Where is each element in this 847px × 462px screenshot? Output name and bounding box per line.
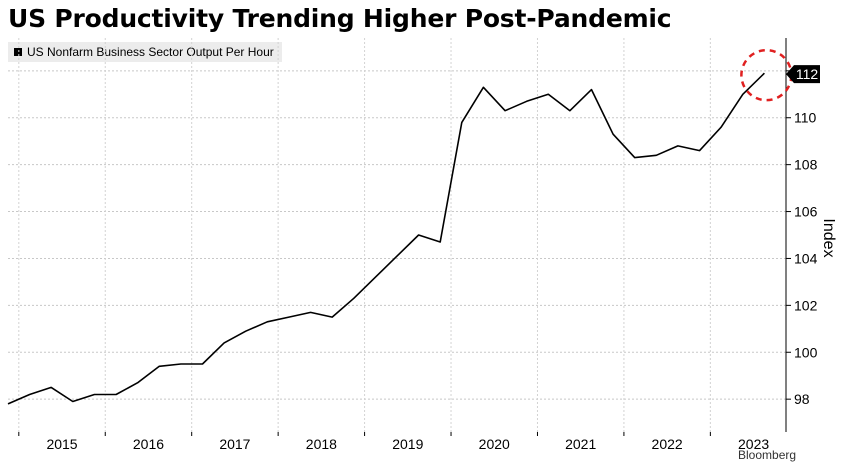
chart-title: US Productivity Trending Higher Post-Pan… bbox=[8, 4, 672, 33]
x-tick-label: 2019 bbox=[392, 436, 423, 452]
x-tick-label: 2020 bbox=[479, 436, 510, 452]
highlight-circle bbox=[740, 48, 793, 102]
y-tick-label: 108 bbox=[794, 157, 818, 173]
x-tick-label: 2015 bbox=[46, 436, 77, 452]
y-tick-label: 106 bbox=[794, 204, 818, 220]
x-tick-label: 2023 bbox=[738, 436, 769, 452]
source-label: Bloomberg bbox=[738, 448, 797, 462]
last-value-label: 112 bbox=[796, 66, 819, 82]
x-tick-label: 2021 bbox=[565, 436, 596, 452]
y-tick-label: 98 bbox=[794, 391, 810, 407]
legend-label: US Nonfarm Business Sector Output Per Ho… bbox=[27, 45, 274, 59]
y-tick-label: 104 bbox=[794, 250, 818, 266]
legend-swatch bbox=[14, 48, 22, 56]
x-tick-label: 2022 bbox=[652, 436, 683, 452]
x-tick-label: 2016 bbox=[133, 436, 164, 452]
x-tick-label: 2017 bbox=[219, 436, 250, 452]
y-tick-label: 100 bbox=[794, 344, 818, 360]
y-tick-label: 110 bbox=[794, 110, 817, 126]
series-line bbox=[7, 72, 765, 405]
y-tick-label: 102 bbox=[794, 297, 818, 313]
x-tick-label: 2018 bbox=[306, 436, 337, 452]
legend: US Nonfarm Business Sector Output Per Ho… bbox=[8, 42, 282, 62]
y-axis-title: Index bbox=[820, 218, 837, 257]
last-value-tag bbox=[786, 65, 820, 84]
